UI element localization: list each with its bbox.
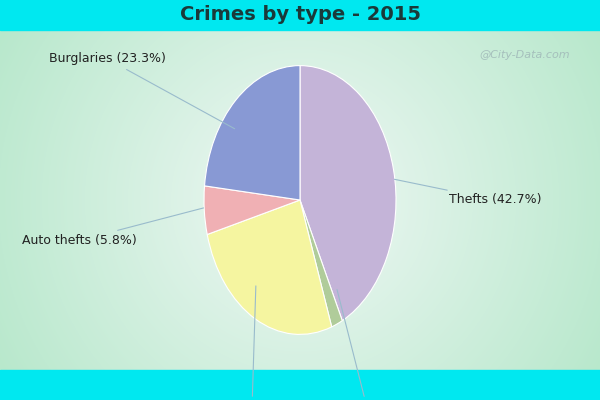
Bar (0, 370, 600, 400)
Text: @City-Data.com: @City-Data.com (479, 50, 570, 60)
Text: Auto thefts (5.8%): Auto thefts (5.8%) (22, 208, 203, 247)
Text: Thefts (42.7%): Thefts (42.7%) (394, 179, 541, 206)
Text: Crimes by type - 2015: Crimes by type - 2015 (179, 4, 421, 24)
Wedge shape (205, 66, 300, 200)
Text: Burglaries (23.3%): Burglaries (23.3%) (49, 52, 235, 129)
Wedge shape (204, 186, 300, 234)
Bar (0, 0, 600, 30)
Wedge shape (300, 200, 342, 327)
Wedge shape (300, 66, 396, 321)
Text: Rapes (1.9%): Rapes (1.9%) (325, 290, 409, 400)
Text: Assaults (26.2%): Assaults (26.2%) (199, 286, 305, 400)
Wedge shape (207, 200, 332, 334)
